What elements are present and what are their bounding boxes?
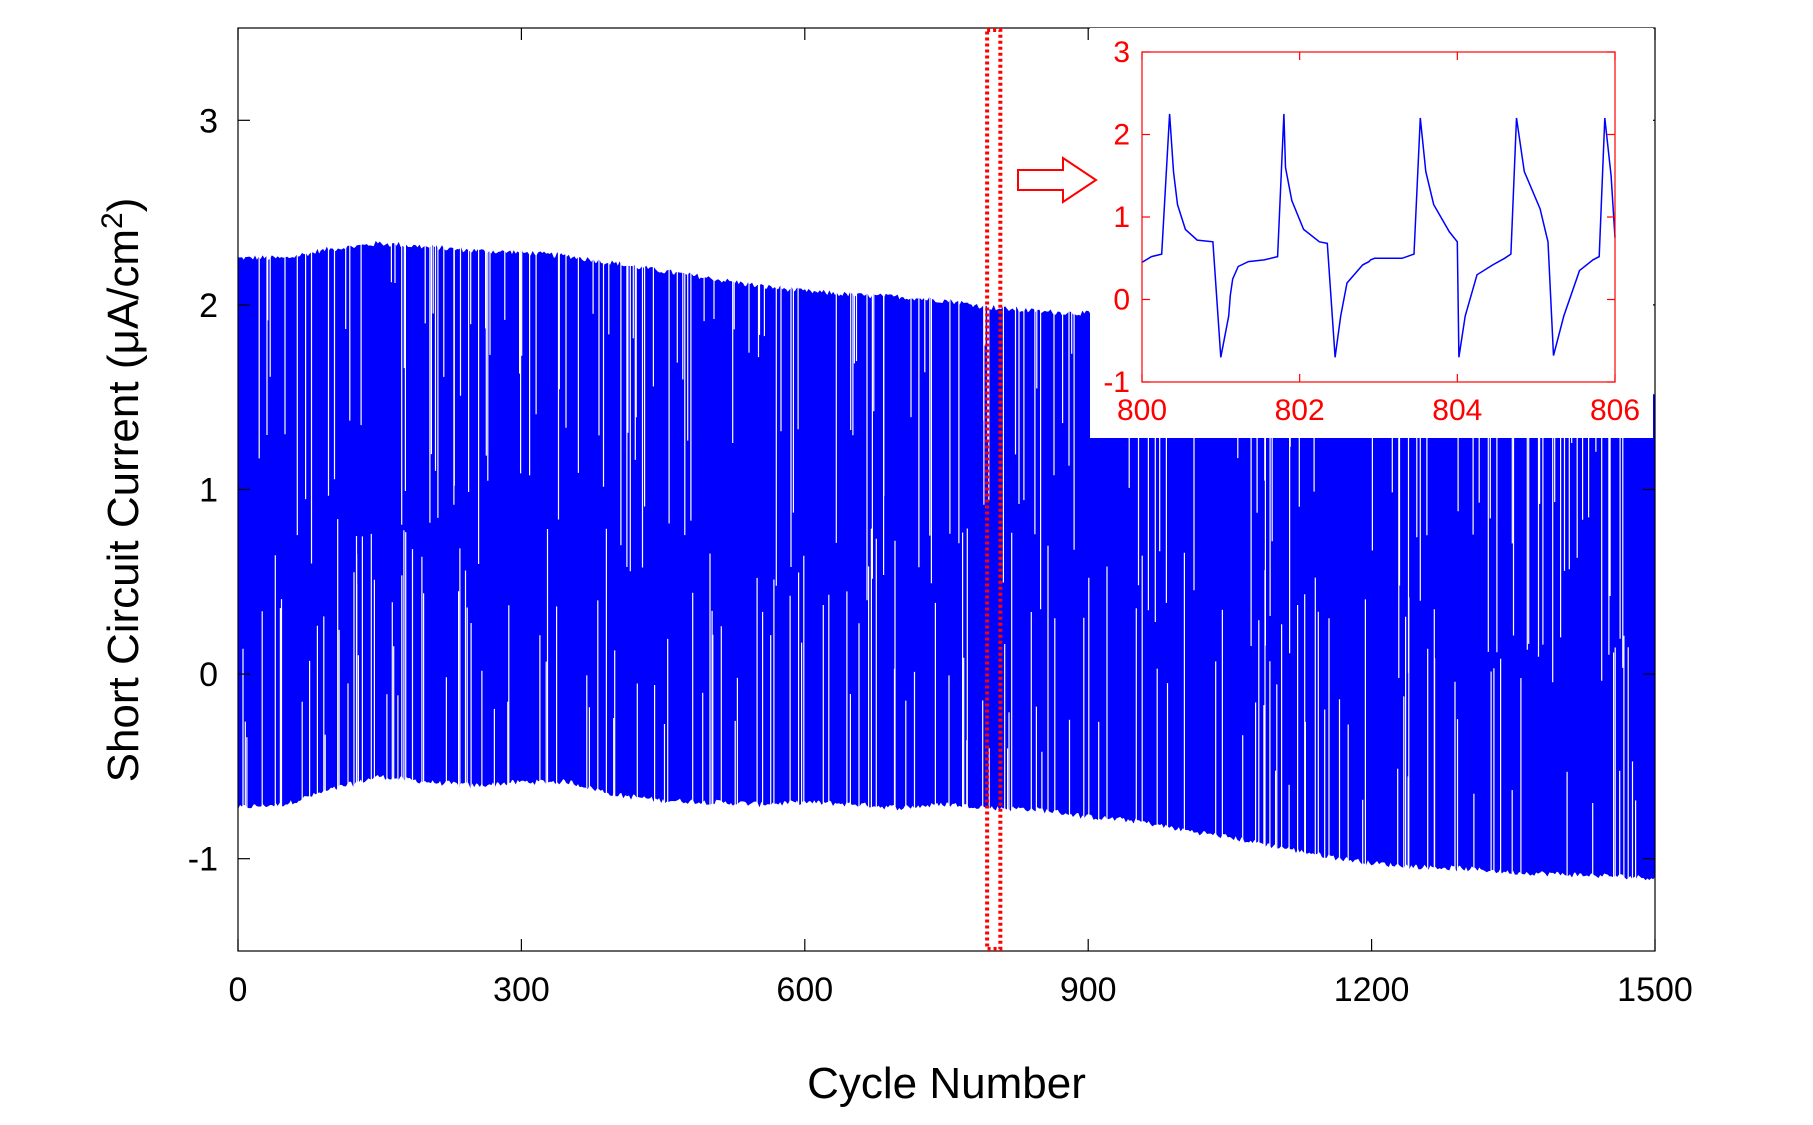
- inset-background: [1090, 28, 1653, 438]
- inset-data-line: [1141, 113, 1616, 358]
- y-tick-label: 3: [199, 102, 218, 140]
- y-tick-label: 1: [199, 472, 218, 510]
- inset-y-tick-label: -1: [1103, 366, 1130, 399]
- inset-y-tick-label: 2: [1113, 119, 1130, 152]
- y-tick-label: 2: [199, 287, 218, 325]
- annotations: [985, 28, 1098, 951]
- y-tick-label: 0: [199, 656, 218, 694]
- x-tick-label: 0: [229, 971, 248, 1009]
- main-plot-axes: 0 300 600 900 1200 1500 -1 0 1 2 3 Cycle Number Shor…: [96, 27, 1693, 1108]
- x-tick-label: 600: [776, 971, 833, 1009]
- y-tick-label: -1: [188, 841, 218, 879]
- x-axis-label: Cycle Number: [807, 1059, 1086, 1108]
- inset-y-tick-label: 3: [1113, 36, 1130, 69]
- y-axis-label: Short Circuit Current (μA/cm2): [96, 198, 148, 783]
- x-tick-label: 900: [1060, 971, 1117, 1009]
- inset-y-tick-label: 1: [1113, 201, 1130, 234]
- highlight-region-box: [985, 28, 1003, 951]
- inset-x-tick-label: 802: [1275, 394, 1325, 427]
- inset-x-tick-label: 806: [1590, 394, 1640, 427]
- inset-plot: 800 802 804 806 -1 0 1 2 3: [1090, 28, 1653, 438]
- x-tick-label: 1200: [1334, 971, 1410, 1009]
- x-tick-label: 1500: [1617, 971, 1693, 1009]
- zoom-arrow-icon: [1017, 156, 1098, 204]
- inset-x-tick-label: 800: [1117, 394, 1167, 427]
- inset-x-tick-label: 804: [1432, 394, 1482, 427]
- inset-y-tick-label: 0: [1113, 284, 1130, 317]
- x-tick-label: 300: [493, 971, 550, 1009]
